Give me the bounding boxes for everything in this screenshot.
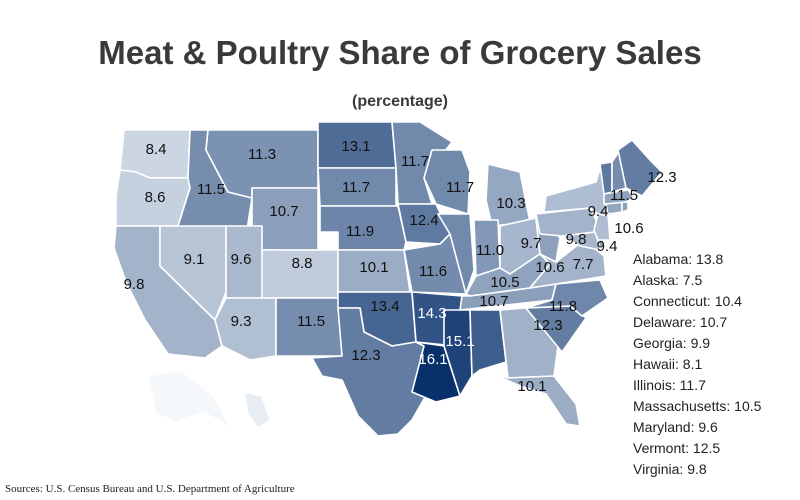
state-shapes xyxy=(113,121,663,437)
source-note: Sources: U.S. Census Bureau and U.S. Dep… xyxy=(5,483,295,495)
state-tx xyxy=(311,307,429,437)
state-value-label: 11.6 xyxy=(419,263,447,280)
state-value-label: 8.4 xyxy=(146,141,167,158)
state-value-label: 9.3 xyxy=(231,313,252,330)
state-value-label: 9.6 xyxy=(231,251,252,268)
state-value-label: 11.9 xyxy=(346,223,374,240)
state-value-label: 9.1 xyxy=(184,251,205,268)
state-value-label: 12.3 xyxy=(351,347,380,364)
side-list-item: Maryland: 9.6 xyxy=(633,419,718,435)
side-value-list: Alabama: 13.8 Alaska: 7.5 Connecticut: 1… xyxy=(633,249,761,480)
state-value-label: 13.4 xyxy=(370,298,399,315)
state-value-label: 15.1 xyxy=(445,333,474,350)
state-ak xyxy=(147,369,231,429)
state-value-label: 16.1 xyxy=(418,351,447,368)
state-value-label: 11.8 xyxy=(549,298,577,315)
side-list-item: Hawaii: 8.1 xyxy=(633,356,703,372)
state-value-label: 9.8 xyxy=(566,231,587,248)
state-value-label: 10.6 xyxy=(614,220,643,237)
state-value-label: 7.7 xyxy=(573,256,594,273)
state-value-label: 11.5 xyxy=(297,313,325,330)
state-value-label: 13.1 xyxy=(341,138,370,155)
state-il xyxy=(437,213,475,295)
state-ga xyxy=(499,307,559,379)
state-value-label: 10.5 xyxy=(490,274,519,291)
side-list-item: Alabama: 13.8 xyxy=(633,251,724,267)
chart-title: Meat & Poultry Share of Grocery Sales xyxy=(98,34,702,71)
state-value-label: 9.4 xyxy=(597,238,618,255)
chart-subtitle: (percentage) xyxy=(351,93,449,110)
state-value-label: 11.5 xyxy=(197,181,225,198)
state-value-label: 8.8 xyxy=(292,255,313,272)
state-value-label: 9.4 xyxy=(588,203,609,220)
side-list-item: Vermont: 12.5 xyxy=(633,440,721,456)
state-value-labels: 8.4 8.6 9.8 11.5 9.1 11.3 10.7 9.6 9.3 8.8 11.5 13.… xyxy=(124,138,677,395)
state-value-label: 10.7 xyxy=(269,203,298,220)
state-value-label: 12.4 xyxy=(409,212,438,229)
state-me xyxy=(617,139,663,197)
state-value-label: 11.3 xyxy=(248,146,276,163)
side-list-item: Delaware: 10.7 xyxy=(633,314,728,330)
state-value-label: 11.0 xyxy=(476,242,504,259)
state-ma xyxy=(603,189,635,205)
state-fl xyxy=(479,369,581,427)
state-value-label: 12.3 xyxy=(533,317,562,334)
state-nv xyxy=(159,225,227,321)
state-value-label: 8.6 xyxy=(145,189,166,206)
state-al xyxy=(469,309,507,377)
state-value-label: 9.7 xyxy=(521,235,542,252)
state-hi xyxy=(243,391,271,429)
state-ms xyxy=(443,309,473,397)
side-list-item: Alaska: 7.5 xyxy=(633,272,703,288)
state-value-label: 10.1 xyxy=(517,378,546,395)
side-list-item: Georgia: 9.9 xyxy=(633,335,711,351)
state-value-label: 10.1 xyxy=(359,259,388,276)
side-list-item: Connecticut: 10.4 xyxy=(633,293,742,309)
state-value-label: 9.8 xyxy=(124,276,145,293)
state-value-label: 10.3 xyxy=(496,195,525,212)
side-list-item: Virginia: 9.8 xyxy=(633,461,707,477)
state-value-label: 11.7 xyxy=(446,179,474,196)
state-value-label: 11.7 xyxy=(342,179,370,196)
state-value-label: 14.3 xyxy=(417,305,446,322)
state-value-label: 12.3 xyxy=(647,169,676,186)
side-list-item: Massachusetts: 10.5 xyxy=(633,398,762,414)
side-list-item: Illinois: 11.7 xyxy=(633,377,706,393)
state-value-label: 11.5 xyxy=(610,187,638,204)
state-value-label: 10.6 xyxy=(535,259,564,276)
state-mn xyxy=(391,121,453,205)
state-value-label: 10.7 xyxy=(479,293,508,310)
state-va xyxy=(529,239,607,289)
state-value-label: 11.7 xyxy=(401,153,429,170)
